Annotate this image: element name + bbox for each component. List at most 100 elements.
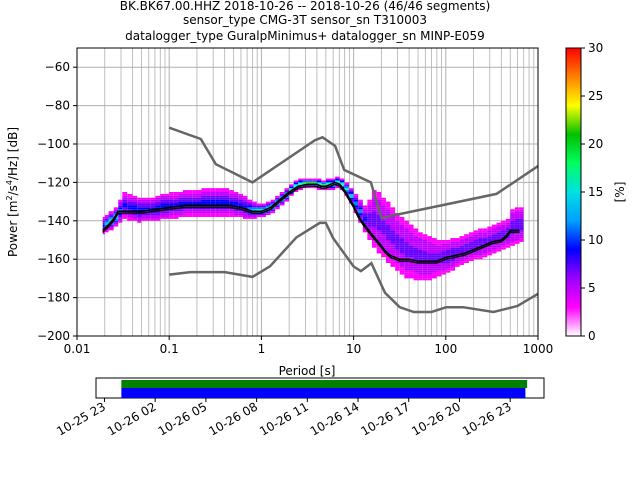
pdf-cell [187, 197, 193, 200]
pdf-cell [422, 268, 428, 271]
pdf-cell [436, 241, 442, 244]
pdf-cell [436, 274, 442, 277]
pdf-cell [408, 238, 414, 240]
pdf-cell [224, 205, 230, 208]
pdf-cell [145, 197, 151, 200]
pdf-cell [501, 224, 506, 227]
pdf-cell [127, 193, 133, 196]
pdf-cell [431, 263, 437, 265]
pdf-cell [224, 197, 230, 200]
pdf-cell [491, 245, 497, 248]
pdf-cell [275, 199, 280, 202]
pdf-cell [468, 240, 474, 242]
pdf-cell [505, 238, 511, 240]
pdf-cell [496, 249, 502, 252]
pdf-cell [473, 230, 479, 233]
y-tick-label: −120 [37, 175, 70, 189]
pdf-cell [339, 178, 345, 181]
pdf-cell [160, 213, 165, 216]
pdf-cell [233, 195, 239, 198]
pdf-cell [192, 211, 197, 214]
pdf-cell [145, 199, 151, 202]
pdf-cell [427, 259, 432, 262]
pdf-cell [201, 190, 207, 192]
pdf-cell [215, 197, 220, 200]
pdf-cell [422, 253, 428, 256]
pdf-cell [219, 205, 225, 208]
pdf-cell [376, 193, 382, 196]
pdf-cell [127, 216, 133, 219]
pdf-cell [137, 215, 142, 217]
pdf-cell [390, 216, 396, 219]
pdf-cell [482, 232, 488, 235]
pdf-cell [445, 240, 451, 242]
pdf-cell [215, 207, 220, 210]
pdf-cell [376, 245, 382, 248]
pdf-cell [178, 192, 183, 194]
pdf-cell [164, 193, 170, 196]
pdf-cell [408, 270, 414, 273]
pdf-cell [215, 190, 220, 192]
pdf-cell [118, 199, 123, 202]
pdf-cell [371, 230, 377, 233]
pdf-cell [519, 226, 524, 229]
pdf-cell [399, 218, 405, 221]
pdf-cell [362, 211, 368, 214]
pdf-cell [104, 230, 109, 233]
pdf-cell [155, 201, 161, 204]
pdf-cell [362, 218, 368, 221]
pdf-cell [436, 245, 442, 248]
pdf-cell [206, 193, 211, 196]
pdf-cell [270, 201, 276, 204]
pdf-cell [390, 218, 396, 221]
pdf-cell [404, 240, 409, 242]
pdf-cell [284, 199, 290, 202]
pdf-cell [408, 268, 414, 271]
pdf-cell [385, 222, 391, 225]
pdf-cell [478, 255, 483, 258]
pdf-cell [210, 192, 216, 194]
pdf-cell [118, 218, 123, 221]
pdf-cell [298, 180, 303, 183]
pdf-cell [122, 201, 128, 204]
pdf-cell [137, 211, 142, 214]
pdf-cell [376, 238, 382, 240]
pdf-cell [229, 203, 234, 206]
pdf-cell [445, 247, 451, 250]
pdf-cell [122, 211, 128, 214]
pdf-cell [381, 207, 386, 210]
pdf-cell [390, 259, 396, 262]
pdf-cell [491, 230, 497, 233]
coverage-bar-data [121, 380, 528, 388]
pdf-cell [316, 188, 322, 191]
pdf-cell [201, 205, 207, 208]
pdf-cell [325, 180, 331, 183]
pdf-cell [399, 243, 405, 246]
pdf-cell [229, 209, 234, 212]
pdf-cell [395, 249, 400, 252]
pdf-cell [132, 201, 138, 204]
pdf-cell [118, 205, 123, 208]
pdf-cell [127, 203, 133, 206]
pdf-cell [418, 247, 423, 250]
pdf-cell [192, 197, 197, 200]
pdf-cell [371, 215, 377, 217]
pdf-cell [261, 207, 266, 210]
pdf-cell [418, 270, 423, 273]
pdf-cell [229, 213, 234, 216]
pdf-cell [182, 215, 188, 217]
pdf-cell [182, 209, 188, 212]
pdf-cell [478, 236, 483, 239]
pdf-cell [482, 236, 488, 239]
pdf-cell [182, 190, 188, 192]
pdf-cell [436, 240, 442, 242]
pdf-cell [501, 245, 506, 248]
nlnm-line [169, 221, 539, 314]
pdf-cell [404, 238, 409, 240]
pdf-cell [505, 243, 511, 246]
y-tick-label: −180 [37, 291, 70, 305]
pdf-cell [210, 197, 216, 200]
pdf-cell [233, 197, 239, 200]
pdf-cell [242, 195, 248, 198]
